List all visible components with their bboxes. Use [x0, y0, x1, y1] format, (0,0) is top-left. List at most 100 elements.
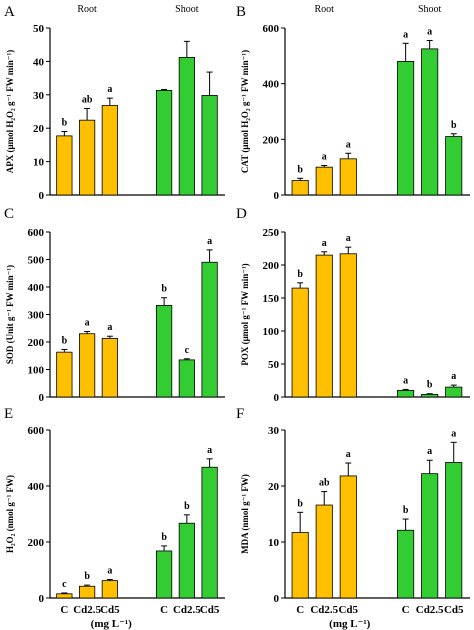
significance-letter: b [62, 335, 68, 346]
significance-letter: a [451, 371, 456, 382]
y-tick-label: 200 [263, 260, 280, 272]
y-tick-label: 0 [39, 392, 45, 404]
bar-root-c [56, 593, 73, 599]
group-label-shoot: Shoot [175, 4, 199, 15]
bar-root-cd5 [339, 158, 357, 196]
bar-root-cd25 [315, 254, 333, 398]
bar-shoot-c [155, 550, 173, 599]
y-axis-title: CAT (μmol H₂O₂ g⁻¹ FW min⁻¹) [240, 50, 250, 173]
significance-letter: b [427, 380, 433, 391]
bar-shoot-c [155, 305, 173, 398]
bar-shoot-cd5 [445, 462, 463, 599]
bar-root-cd5 [339, 475, 357, 599]
significance-letter: a [346, 233, 351, 244]
x-unit-label: (mg L⁻¹) [91, 618, 133, 630]
y-tick-label: 0 [274, 190, 280, 202]
bar-shoot-cd25 [178, 359, 195, 398]
panel-letter: B [236, 4, 246, 20]
bar-shoot-cd5 [445, 386, 463, 398]
y-tick-label: 0 [274, 593, 280, 605]
bar-root-cd25 [79, 585, 96, 599]
bar-shoot-cd25 [178, 56, 195, 196]
y-tick-label: 40 [33, 56, 45, 68]
significance-letter: b [161, 284, 167, 295]
bar-root-c [291, 287, 309, 398]
group-label-root: Root [314, 4, 334, 15]
significance-letter: a [107, 566, 112, 577]
y-tick-label: 20 [33, 123, 45, 135]
x-category-label: Cd2.5 [73, 604, 101, 616]
significance-letter: a [322, 151, 327, 162]
bar-root-c [291, 180, 309, 196]
y-tick-label: 10 [268, 537, 280, 549]
panel-letter: F [236, 406, 244, 422]
bar-shoot-cd25 [421, 48, 439, 196]
bar-root-c [56, 351, 73, 398]
panel-c: C 0 100 200 300 400 500 600 SOD (Unit g⁻¹ FW min… [4, 206, 225, 404]
bar-shoot-cd5 [201, 466, 218, 599]
significance-letter: b [84, 571, 90, 582]
significance-letter: b [161, 532, 167, 543]
x-category-label: Cd5 [100, 604, 120, 616]
significance-letter: a [85, 318, 90, 329]
y-axis-title: POX (μmol g⁻¹ FW min⁻¹) [240, 263, 250, 365]
panel-letter: C [4, 206, 14, 222]
bar-shoot-cd5 [201, 95, 218, 196]
y-axis-title: SOD (Unit g⁻¹ FW min⁻¹) [5, 265, 15, 364]
y-tick-label: 200 [28, 337, 45, 349]
y-tick-label: 20 [268, 481, 280, 493]
panel-letter: A [4, 4, 15, 20]
bar-root-cd5 [101, 338, 118, 398]
bar-shoot-c [397, 529, 415, 599]
x-category-label: Cd2.5 [416, 604, 444, 616]
y-tick-label: 0 [274, 392, 280, 404]
y-tick-label: 0 [39, 190, 45, 202]
panel-b: B 0 200 400 600 CAT (μmol H₂O₂ g⁻¹ FW min⁻¹) R… [236, 4, 470, 202]
significance-letter: a [107, 322, 112, 333]
y-tick-label: 300 [28, 310, 45, 322]
y-tick-label: 200 [28, 537, 45, 549]
significance-letter: a [207, 445, 212, 456]
bar-root-cd25 [79, 333, 96, 398]
bar-root-c [56, 135, 73, 196]
significance-letter: ab [319, 478, 330, 489]
y-tick-label: 100 [28, 365, 45, 377]
x-category-label: Cd2.5 [310, 604, 338, 616]
y-axis-title: H₂O₂ (nmol g⁻¹ FW) [5, 475, 15, 553]
panel-letter: E [4, 406, 13, 422]
x-category-label: Cd5 [338, 604, 358, 616]
significance-letter: ab [82, 94, 93, 105]
bar-root-cd5 [101, 580, 118, 599]
y-tick-label: 400 [28, 282, 45, 294]
x-category-label: C [160, 604, 168, 616]
y-axis-title: APX (μmol H₂O₂ g⁻¹ FW min⁻¹) [5, 50, 15, 173]
significance-letter: c [185, 345, 190, 356]
bar-root-cd25 [315, 166, 333, 196]
panel-e: E 0 200 400 600 H₂O₂ (nmol g⁻¹ FW) c Cb Cd2.5 a Cd… [4, 406, 225, 630]
y-tick-label: 200 [263, 134, 280, 146]
significance-letter: a [427, 27, 432, 38]
x-category-label: C [402, 604, 410, 616]
x-unit-label: (mg L⁻¹) [329, 618, 371, 630]
x-category-label: Cd5 [200, 604, 220, 616]
bar-shoot-cd25 [178, 522, 195, 599]
y-tick-label: 250 [263, 227, 280, 239]
significance-letter: b [297, 498, 303, 509]
significance-letter: b [403, 505, 409, 516]
bar-root-cd25 [79, 119, 96, 196]
y-tick-label: 600 [263, 23, 280, 35]
significance-letter: a [403, 29, 408, 40]
y-tick-label: 30 [268, 425, 280, 437]
significance-letter: b [297, 269, 303, 280]
y-tick-label: 100 [263, 326, 280, 338]
x-category-label: Cd2.5 [173, 604, 201, 616]
significance-letter: a [346, 449, 351, 460]
panel-letter: D [236, 206, 247, 222]
group-label-root: Root [77, 4, 97, 15]
x-category-label: C [60, 604, 68, 616]
bar-root-cd25 [315, 504, 333, 599]
y-tick-label: 30 [33, 90, 45, 102]
y-tick-label: 400 [263, 79, 280, 91]
y-tick-label: 50 [268, 359, 280, 371]
